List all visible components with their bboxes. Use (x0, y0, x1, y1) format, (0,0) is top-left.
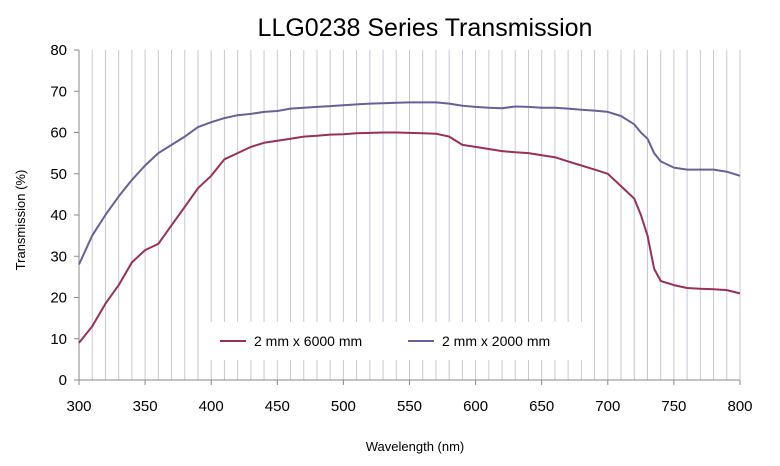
y-tick-label: 50 (50, 166, 67, 183)
x-tick-label: 500 (331, 398, 356, 415)
legend: 2 mm x 6000 mm 2 mm x 2000 mm (208, 322, 588, 360)
x-tick-label: 450 (265, 398, 290, 415)
x-tick-label: 400 (199, 398, 224, 415)
tick-labels: 0 10 20 30 40 50 60 70 80 300 350 400 450 500 550 600 65… (50, 42, 752, 415)
x-tick-label: 700 (595, 398, 620, 415)
x-tick-label: 800 (727, 398, 752, 415)
series-lines (78, 101, 741, 344)
y-tick-label: 70 (50, 83, 67, 100)
x-tick-label: 550 (397, 398, 422, 415)
series-line-1 (78, 131, 741, 344)
y-tick-label: 0 (59, 372, 67, 389)
axes (74, 49, 741, 385)
x-tick-label: 350 (133, 398, 158, 415)
legend-label: 2 mm x 6000 mm (254, 333, 362, 349)
y-tick-label: 60 (50, 125, 67, 142)
x-tick-label: 600 (463, 398, 488, 415)
x-tick-label: 750 (661, 398, 686, 415)
y-tick-label: 30 (50, 248, 67, 265)
x-tick-label: 300 (66, 398, 91, 415)
series-line-2 (78, 101, 741, 265)
x-tick-label: 650 (529, 398, 554, 415)
chart-title: LLG0238 Series Transmission (258, 14, 593, 42)
legend-box (208, 322, 588, 360)
legend-label: 2 mm x 2000 mm (442, 333, 550, 349)
y-tick-label: 20 (50, 290, 67, 307)
x-axis-title: Wavelength (nm) (366, 439, 465, 454)
y-tick-label: 80 (50, 42, 67, 59)
y-tick-label: 40 (50, 207, 67, 224)
y-axis-title: Transmission (%) (13, 170, 28, 271)
y-tick-label: 10 (50, 331, 67, 348)
